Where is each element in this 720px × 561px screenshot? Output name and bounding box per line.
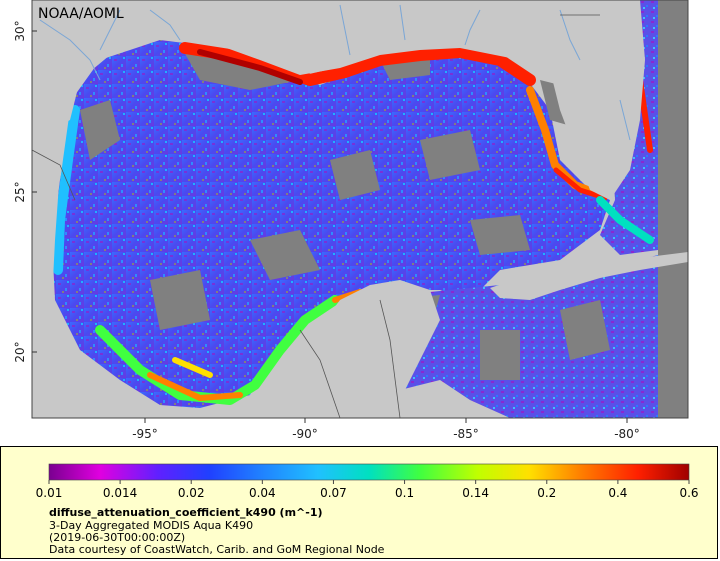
lon-label-95: -95° (132, 427, 158, 441)
lat-label-25: 25° (13, 181, 27, 202)
colorbar-tick-label: 0.6 (679, 486, 698, 500)
colorbar-tick-label: 0.2 (537, 486, 556, 500)
map-canvas: 30° 25° 20° -95° -90° -85° -80° NOAA/AOM… (13, 0, 689, 441)
florida-land (540, 0, 645, 200)
mexico-land (32, 150, 160, 418)
dataset-time: (2019-06-30T00:00:00Z) (49, 531, 186, 544)
rivers (39, 4, 631, 141)
political-borders (31, 14, 600, 419)
lon-label-85: -85° (453, 427, 479, 441)
yucatan-land (290, 280, 440, 418)
lat-label-20: 20° (13, 341, 27, 362)
lon-label-90: -90° (292, 427, 318, 441)
lat-ticks (32, 30, 37, 353)
lat-label-30: 30° (13, 20, 27, 41)
dataset-title: 3-Day Aggregated MODIS Aqua K490 (49, 519, 254, 532)
lon-label-80: -80° (614, 427, 640, 441)
colorbar-tick-label: 0.014 (103, 486, 137, 500)
no-data-strip (658, 0, 688, 418)
colorbar-tick-label: 0.14 (462, 486, 489, 500)
data-credit: Data courtesy of CoastWatch, Carib. and … (49, 543, 385, 556)
colorbar-ticks: 0.01 0.014 0.02 0.04 0.07 0.1 0.14 0.2 0.4 0.6 (36, 480, 699, 500)
colorbar-tick-label: 0.01 (36, 486, 63, 500)
map-frame-border (31, 0, 689, 419)
map-view[interactable]: 30° 25° 20° -95° -90° -85° -80° NOAA/AOM… (0, 0, 720, 445)
credit-label: NOAA/AOML (38, 6, 124, 22)
colorbar-tick-label: 0.02 (178, 486, 205, 500)
colorbar-tick-label: 0.07 (320, 486, 347, 500)
lon-ticks (144, 418, 628, 423)
colorbar-tick-label: 0.1 (395, 486, 414, 500)
colorbar: 0.01 0.014 0.02 0.04 0.07 0.1 0.14 0.2 0.4 0.6 (36, 463, 699, 500)
us-gulf-coast-land (32, 0, 600, 140)
colorbar-gradient (48, 463, 690, 481)
legend-panel: 0.01 0.014 0.02 0.04 0.07 0.1 0.14 0.2 0.4 0.6 di… (0, 446, 718, 559)
variable-name: diffuse_attenuation_coefficient_k490 (m^… (49, 506, 323, 519)
cuba-land (490, 252, 688, 300)
colorbar-tick-label: 0.4 (608, 486, 627, 500)
colorbar-tick-label: 0.04 (249, 486, 276, 500)
